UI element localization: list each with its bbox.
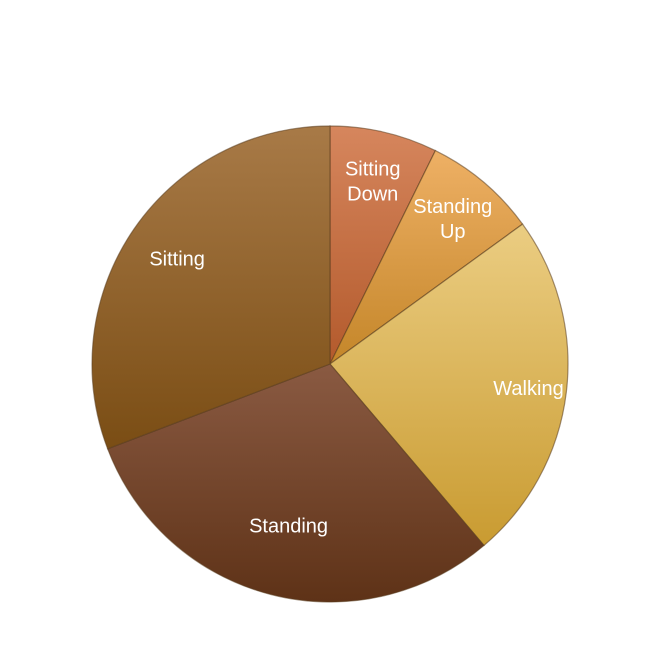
slice-label-standing-up: Standing Up [413, 196, 492, 243]
slice-label-sitting-down: Sitting Down [345, 158, 401, 205]
pie-slice-walking [329, 223, 569, 547]
pie-slice-standing-up [329, 149, 524, 365]
slice-label-standing: Standing [249, 515, 328, 537]
slice-label-sitting: Sitting [149, 249, 205, 271]
slice-label-walking: Walking [493, 378, 563, 400]
pie-slice-sitting-down [329, 125, 437, 365]
pie-slice-sitting [91, 125, 331, 450]
pie-slice-standing [106, 363, 485, 603]
